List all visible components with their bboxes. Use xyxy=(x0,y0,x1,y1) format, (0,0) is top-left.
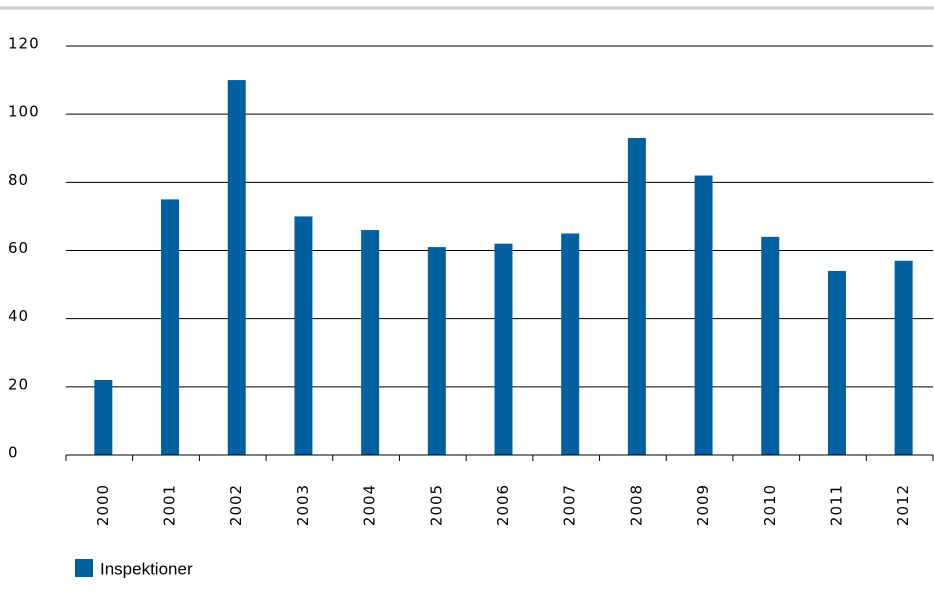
x-tick-label: 2006 xyxy=(494,484,512,526)
x-tick-label: 2004 xyxy=(361,484,379,526)
x-tick-label: 2000 xyxy=(94,484,112,526)
x-tick-label: 2010 xyxy=(761,484,779,526)
bar xyxy=(294,216,313,455)
y-tick-label: 20 xyxy=(8,375,29,393)
y-tick-label: 80 xyxy=(8,171,29,189)
x-tick-label: 2001 xyxy=(161,484,179,526)
bar xyxy=(427,247,446,455)
bar xyxy=(694,175,713,455)
bar xyxy=(894,260,913,455)
y-tick-label: 100 xyxy=(8,103,40,121)
legend-label: Inspektioner xyxy=(100,559,193,578)
bar xyxy=(827,270,846,455)
x-tick-label: 2007 xyxy=(561,484,579,526)
bar xyxy=(494,243,513,455)
bar xyxy=(561,233,580,455)
y-tick-label: 40 xyxy=(8,307,29,325)
legend-swatch xyxy=(75,559,93,577)
x-tick-label: 2011 xyxy=(827,484,845,526)
y-tick-label: 120 xyxy=(8,35,40,53)
bar xyxy=(761,236,780,455)
y-tick-label: 0 xyxy=(8,444,19,462)
x-tick-label: 2012 xyxy=(894,484,912,526)
x-tick-label: 2009 xyxy=(694,484,712,526)
bar xyxy=(94,380,113,455)
bar xyxy=(361,230,380,455)
bar xyxy=(161,199,180,455)
x-tick-label: 2002 xyxy=(227,484,245,526)
x-tick-label: 2008 xyxy=(627,484,645,526)
y-tick-label: 60 xyxy=(8,239,29,257)
bar xyxy=(227,80,246,455)
bar xyxy=(627,138,646,455)
x-tick-label: 2003 xyxy=(294,484,312,526)
x-tick-label: 2005 xyxy=(427,484,445,526)
